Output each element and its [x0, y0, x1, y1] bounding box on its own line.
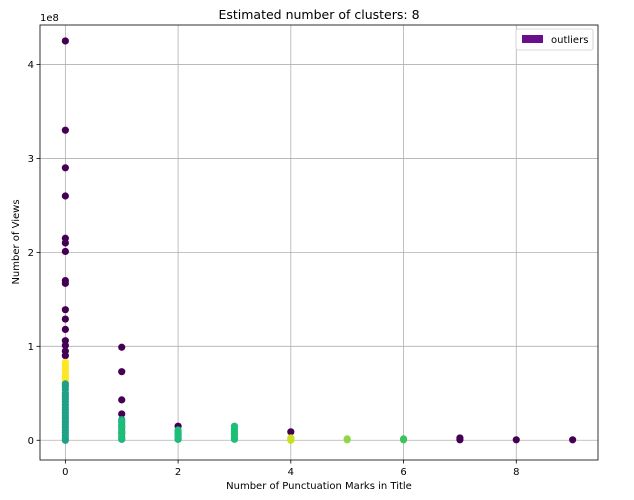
- data-point-outliers: [287, 428, 295, 436]
- y-tick-label: 2: [28, 248, 34, 259]
- data-point-outliers: [118, 368, 126, 376]
- y-axis-ticks: 0 1 2 3 4: [28, 60, 40, 447]
- x-tick-label: 8: [513, 467, 519, 478]
- data-point-cluster-3: [118, 434, 126, 442]
- data-point-outliers: [512, 436, 520, 444]
- x-tick-label: 2: [175, 467, 181, 478]
- x-axis-ticks: 0 2 4 6 8: [62, 460, 519, 478]
- y-offset-label: 1e8: [40, 13, 59, 24]
- data-point-outliers: [118, 410, 126, 418]
- data-point-cluster-3: [118, 429, 126, 437]
- y-tick-label: 3: [28, 154, 34, 165]
- data-point-cluster-3: [174, 434, 182, 442]
- y-tick-label: 0: [28, 436, 34, 447]
- data-point-outliers: [61, 306, 69, 314]
- legend-swatch-outliers: [522, 35, 543, 43]
- data-point-outliers: [61, 164, 69, 172]
- data-point-cluster-5: [343, 436, 351, 444]
- data-point-outliers: [61, 37, 69, 45]
- legend-label-outliers: outliers: [551, 35, 588, 46]
- data-point-cluster-2: [61, 436, 69, 444]
- data-point-outliers: [61, 192, 69, 200]
- data-point-outliers: [118, 343, 126, 351]
- data-point-cluster-4: [399, 436, 408, 444]
- y-tick-label: 1: [28, 342, 34, 353]
- data-point-outliers: [569, 436, 577, 444]
- data-point-outliers: [61, 352, 69, 360]
- data-point-outliers: [61, 279, 69, 287]
- data-point-outliers: [456, 436, 464, 444]
- y-tick-label: 4: [28, 60, 34, 71]
- data-point-cluster-3: [118, 417, 126, 426]
- data-point-cluster-3: [118, 423, 126, 431]
- x-tick-label: 6: [400, 467, 406, 478]
- data-point-outliers: [61, 239, 69, 247]
- data-point-outliers: [61, 325, 69, 334]
- legend: outliers: [515, 28, 594, 51]
- legend-box: [515, 28, 594, 51]
- data-point-outliers: [118, 396, 126, 404]
- data-point-cluster-3: [230, 435, 239, 443]
- chart-title: Estimated number of clusters: 8: [218, 7, 419, 22]
- x-axis-label: Number of Punctuation Marks in Title: [226, 481, 412, 492]
- x-tick-label: 4: [288, 467, 294, 478]
- y-axis-label: Number of Views: [11, 199, 22, 284]
- data-point-cluster-6: [287, 436, 295, 444]
- data-points: [61, 37, 577, 444]
- plot-frame: [39, 24, 599, 461]
- data-point-outliers: [61, 341, 69, 349]
- data-point-outliers: [61, 126, 69, 134]
- gridlines: [40, 25, 598, 460]
- data-point-outliers: [61, 315, 69, 323]
- data-point-outliers: [61, 247, 69, 256]
- x-tick-label: 0: [62, 467, 68, 478]
